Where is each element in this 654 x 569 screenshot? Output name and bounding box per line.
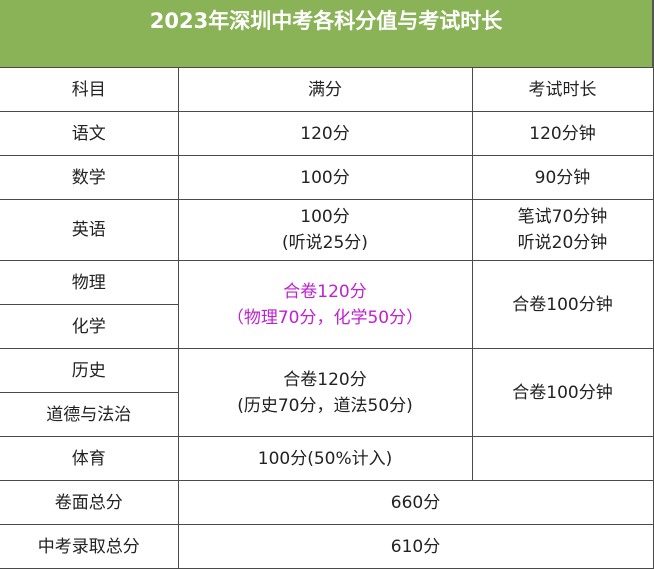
table-row: 历史 合卷120分 (历史70分，道法50分) 合卷100分钟 [0, 348, 654, 437]
total-label: 卷面总分 [0, 480, 179, 525]
table-row: 卷面总分 660分 [0, 480, 654, 525]
score-line: 合卷120分 [283, 369, 367, 390]
table-row: 体育 100分(50%计入) [0, 436, 654, 481]
table-row: 道德与法治 [0, 392, 653, 437]
score-cell: 100分 [177, 155, 473, 200]
table-row: 化学 [0, 304, 653, 349]
score-line: 100分 [300, 207, 350, 227]
score-cell: 100分 (听说25分) [177, 199, 473, 261]
table-header-row: 科目 满分 考试时长 [0, 67, 654, 112]
score-note: （物理70分，化学50分） [226, 307, 424, 328]
score-note: (听说25分) [282, 233, 368, 253]
subject-cell: 道德与法治 [0, 392, 179, 437]
subject-cell: 体育 [0, 436, 179, 481]
header-subject: 科目 [0, 67, 179, 112]
header-score: 满分 [177, 67, 473, 112]
header-time: 考试时长 [471, 67, 654, 112]
time-cell: 合卷100分钟 [471, 260, 654, 349]
time-cell: 笔试70分钟 听说20分钟 [471, 199, 654, 261]
subject-cell: 英语 [0, 199, 179, 261]
total-value: 610分 [177, 524, 654, 569]
subject-cell: 数学 [0, 155, 179, 200]
subject-cell: 历史 [0, 348, 179, 393]
total-label: 中考录取总分 [0, 524, 179, 569]
score-table: 科目 满分 考试时长 语文 120分 120分钟 数学 100分 90分钟 英语… [0, 67, 654, 569]
score-cell: 合卷120分 （物理70分，化学50分） [177, 260, 473, 349]
score-cell: 100分(50%计入) [177, 436, 473, 481]
table-row: 语文 120分 120分钟 [0, 111, 654, 156]
table-row: 物理 合卷120分 （物理70分，化学50分） 合卷100分钟 [0, 260, 654, 349]
table-row: 中考录取总分 610分 [0, 524, 654, 569]
score-note: (历史70分，道法50分) [237, 395, 413, 416]
subject-cell: 物理 [0, 260, 179, 305]
time-line: 笔试70分钟 [517, 207, 608, 227]
time-cell [471, 436, 654, 481]
table-row: 英语 100分 (听说25分) 笔试70分钟 听说20分钟 [0, 199, 654, 261]
total-value: 660分 [177, 480, 654, 525]
table-row: 数学 100分 90分钟 [0, 155, 654, 200]
time-cell: 合卷100分钟 [471, 348, 654, 437]
time-line: 听说20分钟 [517, 233, 608, 253]
subject-cell: 化学 [0, 304, 179, 349]
subject-cell: 语文 [0, 111, 179, 156]
score-cell: 120分 [177, 111, 473, 156]
time-cell: 90分钟 [471, 155, 654, 200]
page-title: 2023年深圳中考各科分值与考试时长 [0, 0, 654, 67]
score-line: 合卷120分 [283, 281, 367, 302]
time-cell: 120分钟 [471, 111, 654, 156]
score-cell: 合卷120分 (历史70分，道法50分) [177, 348, 473, 437]
